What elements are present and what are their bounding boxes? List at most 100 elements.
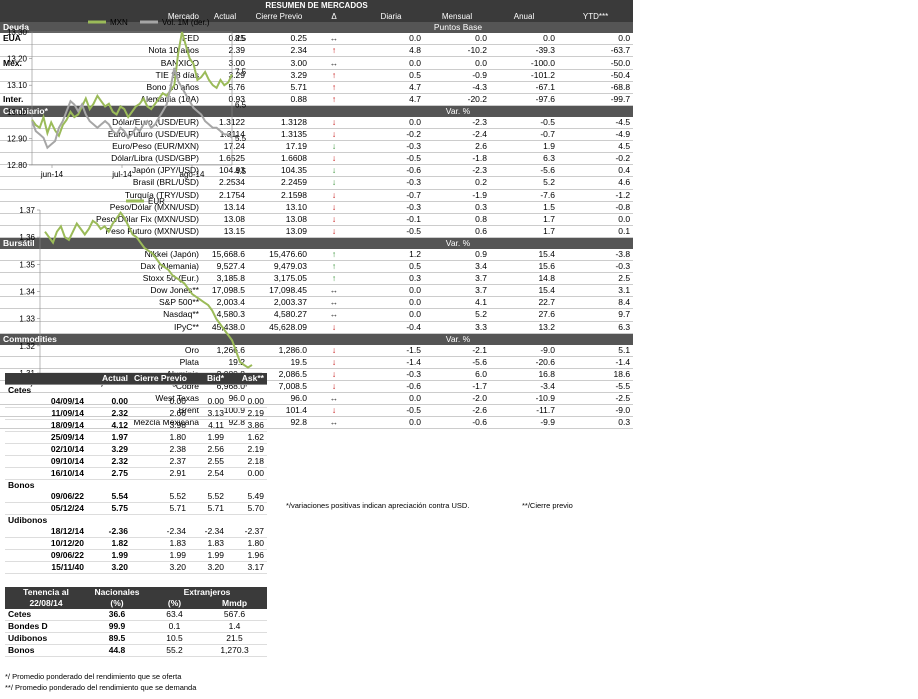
cell: 09/06/22 bbox=[5, 491, 87, 503]
tenencia-table: Tenencia al Nacionales Extranjeros 22/08/14… bbox=[5, 587, 267, 657]
cell: 0.25 bbox=[248, 33, 310, 46]
table-row: Plata 19.2 19.5 ↓ -1.4 -5.6 -20.6 -1.4 bbox=[0, 356, 634, 369]
cell: -3.4 bbox=[490, 380, 558, 394]
cell: (%) bbox=[147, 598, 202, 609]
cell: 0.0 bbox=[490, 33, 558, 46]
cell: -0.3 bbox=[558, 260, 634, 274]
cell: 2.1754 bbox=[202, 189, 248, 202]
cell: 2.32 bbox=[87, 407, 131, 420]
eur-ytick-label: 1.36 bbox=[19, 233, 35, 242]
summary-section-unit: Var. % bbox=[358, 237, 558, 249]
cell: 19.5 bbox=[248, 356, 310, 369]
cell: 6.3 bbox=[558, 321, 634, 334]
cell: 2.37 bbox=[131, 455, 189, 468]
cell: 2.18 bbox=[227, 455, 267, 468]
cell: -0.7 bbox=[358, 189, 424, 202]
eur-ytick-label: 1.32 bbox=[19, 342, 35, 351]
cell: 3.13 bbox=[189, 407, 227, 420]
mxn-chart: 13.30 13.20 13.10 13.00 12.90 12.80 8.5 7.5 6.5 5… bbox=[7, 18, 247, 179]
cell: -2.5 bbox=[558, 392, 634, 406]
cell bbox=[202, 22, 358, 34]
cell: 4.5 bbox=[558, 140, 634, 154]
cetes-section-title: Bonos bbox=[5, 479, 267, 491]
summary-header: Anual bbox=[490, 11, 558, 23]
cell: 5.70 bbox=[227, 502, 267, 515]
mxn-xtick-label: ago-14 bbox=[180, 170, 205, 179]
table-row: 18/12/14 -2.36 -2.34 -2.34 -2.37 bbox=[5, 526, 267, 538]
table-row: Bonos 44.8 55.2 1,270.3 bbox=[5, 644, 267, 657]
cell: -4.5 bbox=[558, 116, 634, 130]
cell: -20.6 bbox=[490, 356, 558, 369]
cell: 2.39 bbox=[202, 44, 248, 58]
arrow-icon: ↓ bbox=[310, 189, 358, 202]
cetes-section-title: Udibonos bbox=[5, 514, 267, 526]
cell: 1.83 bbox=[131, 537, 189, 550]
cell: 5.75 bbox=[87, 502, 131, 515]
cell bbox=[202, 333, 358, 345]
cell: 1.99 bbox=[189, 549, 227, 562]
cell: 2.56 bbox=[189, 443, 227, 456]
cell: 0.93 bbox=[202, 93, 248, 106]
cell: 5.71 bbox=[131, 502, 189, 515]
table-row: Méx. BANXICO 3.00 3.00 ↔ 0.0 0.0 -100.0 -50.0 bbox=[0, 56, 634, 70]
cell bbox=[0, 164, 40, 178]
table-row: 15/11/40 3.20 3.20 3.20 3.17 bbox=[5, 561, 267, 574]
summary-section-unit: Var. % bbox=[358, 333, 558, 345]
cell: 0.0 bbox=[358, 116, 424, 130]
cell: 4.12 bbox=[87, 419, 131, 432]
cell: 18/09/14 bbox=[5, 419, 87, 432]
summary-title-row: RESUMEN DE MERCADOS bbox=[0, 0, 634, 12]
cell: 0.9 bbox=[424, 248, 490, 262]
cell: 1,270.3 bbox=[202, 644, 267, 657]
cell: 3.20 bbox=[131, 561, 189, 574]
cell: 17,098.45 bbox=[248, 284, 310, 298]
cell: Cetes bbox=[5, 609, 87, 621]
mxn-ytick-label: 12.90 bbox=[7, 134, 28, 143]
cell: 0.0 bbox=[558, 213, 634, 226]
cell: 1.9 bbox=[490, 140, 558, 154]
cell: Plata bbox=[40, 356, 202, 369]
arrow-icon: ↔ bbox=[310, 296, 358, 310]
table-row: Brasil (BRL/USD) 2.2534 2.2459 ↓ -0.3 0.2 5.2 4… bbox=[0, 176, 634, 190]
cell: Euro Futuro (USD/EUR) bbox=[40, 128, 202, 142]
cell: 9.7 bbox=[558, 308, 634, 322]
tenencia-subheader-row: 22/08/14 (%) (%) Mmdp bbox=[5, 598, 267, 609]
arrow-icon: ↔ bbox=[310, 56, 358, 70]
cell: 104.35 bbox=[248, 164, 310, 178]
cell: 1.96 bbox=[227, 549, 267, 562]
cell: 3.7 bbox=[424, 272, 490, 286]
cell: 1.83 bbox=[189, 537, 227, 550]
cell: 104.93 bbox=[202, 164, 248, 178]
arrow-icon: ↑ bbox=[310, 69, 358, 82]
cell: 567.6 bbox=[202, 609, 267, 621]
cell: 1,286.0 bbox=[248, 344, 310, 357]
mxn-series-line bbox=[31, 31, 233, 138]
mxn-right-tick-label: 8.5 bbox=[235, 34, 247, 43]
mxn-xtick-label: jul-14 bbox=[111, 170, 132, 179]
eur-ytick-label: 1.33 bbox=[19, 315, 35, 324]
mxn-plot-frame bbox=[31, 31, 233, 166]
cell: 1.99 bbox=[131, 549, 189, 562]
cetes-header: Bid* bbox=[189, 373, 227, 385]
arrow-icon: ↑ bbox=[310, 81, 358, 94]
cell: 3.29 bbox=[87, 443, 131, 456]
cell: 16/10/14 bbox=[5, 467, 87, 480]
summary-footnote-2: **/Cierre previo bbox=[522, 501, 573, 510]
cell: 9,527.4 bbox=[202, 260, 248, 274]
cell: Mmdp bbox=[202, 598, 267, 609]
cell: 2.91 bbox=[131, 467, 189, 480]
cell: 15.4 bbox=[490, 248, 558, 262]
cell: 13.15 bbox=[202, 225, 248, 238]
cell: -0.2 bbox=[358, 128, 424, 142]
cell: Nacionales bbox=[87, 587, 147, 598]
cell bbox=[0, 81, 40, 94]
cell bbox=[558, 22, 634, 34]
eur-chart: 1.371.361.351.341.331.321.31jun-14jul-14… bbox=[19, 197, 262, 387]
cell: 0.6 bbox=[424, 225, 490, 238]
cell bbox=[0, 284, 40, 298]
cell: -0.5 bbox=[490, 116, 558, 130]
cell: 15,476.60 bbox=[248, 248, 310, 262]
cell: 2.34 bbox=[248, 44, 310, 58]
cell: 3.98 bbox=[131, 419, 189, 432]
cell: -2.6 bbox=[424, 404, 490, 418]
